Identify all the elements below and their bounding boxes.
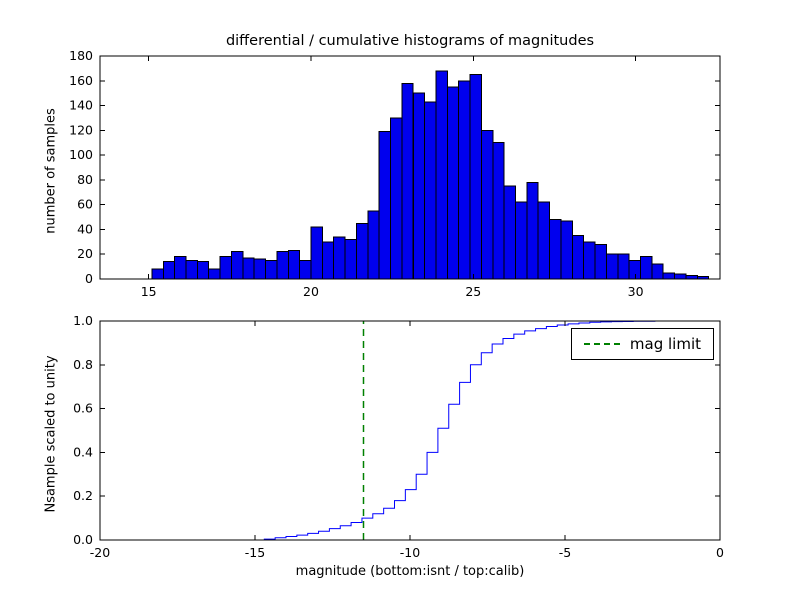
histogram-bar (219, 256, 232, 280)
y-tick-label: 20 (77, 246, 93, 261)
histogram-bar (605, 253, 619, 280)
histogram-bar (639, 256, 653, 280)
histogram-bar (401, 82, 414, 280)
histogram-bar (549, 219, 562, 280)
histogram-bar (230, 251, 244, 280)
histogram-bar (390, 117, 403, 280)
y-tick-label: 0 (85, 271, 93, 286)
cumulative-line (100, 320, 720, 541)
y-tick-label: 80 (77, 172, 93, 187)
x-tick-label: -20 (90, 545, 110, 560)
histogram-bar (412, 92, 426, 280)
histogram-bar (367, 210, 380, 280)
histogram-bar (628, 259, 641, 280)
histogram-bar (515, 201, 528, 280)
histogram-bar (685, 274, 698, 280)
y-tick-label: 40 (77, 221, 93, 236)
histogram-bar (617, 253, 630, 280)
histogram-bar (662, 272, 676, 280)
y-tick-label: 0.4 (73, 444, 93, 459)
y-tick-label: 0.6 (73, 401, 93, 416)
y-tick-label: 120 (69, 122, 93, 137)
histogram-bar (174, 256, 187, 280)
y-tick-label: 0.0 (73, 532, 93, 547)
histogram-bar (560, 220, 573, 280)
histogram-bar (583, 241, 596, 280)
histogram-bar (276, 251, 289, 280)
y-tick-label: 160 (69, 73, 93, 88)
histogram-bar (253, 258, 267, 280)
histogram-bar (185, 259, 198, 280)
y-tick-label: 0.2 (73, 488, 93, 503)
x-tick-label: 15 (141, 284, 157, 299)
histogram-bar (537, 201, 551, 280)
histogram-bar (435, 70, 448, 280)
histogram-bar (162, 261, 176, 280)
x-tick-label: 0 (716, 545, 724, 560)
histogram-bar (265, 259, 278, 280)
legend-label: mag limit (629, 335, 701, 353)
histogram-bar (310, 226, 323, 280)
histogram-bar (344, 238, 357, 280)
y-tick-label: 180 (69, 48, 93, 63)
histogram-bar (480, 129, 494, 280)
histogram-bar (458, 80, 471, 280)
histogram-bar (651, 263, 664, 280)
x-tick-label: -15 (245, 545, 265, 560)
histogram-bar (674, 273, 687, 280)
x-tick-label: -5 (559, 545, 571, 560)
histogram-bar (492, 142, 505, 280)
histogram-bar (503, 185, 517, 280)
y-tick-label: 1.0 (73, 313, 93, 328)
x-tick-label: 20 (303, 284, 319, 299)
histogram-bar (242, 257, 255, 280)
histogram-bar (526, 181, 539, 280)
histogram-bar (208, 268, 221, 280)
histogram-bar (571, 235, 585, 280)
axes-frame (99, 320, 721, 541)
histogram-bar (196, 261, 210, 280)
y-tick-label: 140 (69, 98, 93, 113)
x-tick-label: 30 (628, 284, 644, 299)
x-tick-label: 25 (465, 284, 481, 299)
histogram-bar (333, 236, 346, 280)
legend-dashed-line-icon (583, 343, 620, 345)
histogram-bar (594, 243, 607, 280)
histogram-bar (469, 74, 482, 280)
histogram-bar (299, 259, 312, 280)
chart-title: differential / cumulative histograms of … (225, 33, 595, 49)
bottom-y-axis-label: Nsample scaled to unity (43, 355, 59, 513)
histogram-bar (378, 131, 392, 280)
x-axis-label: magnitude (bottom:isnt / top:calib) (295, 564, 525, 579)
histogram-bar (151, 268, 164, 280)
y-tick-label: 0.8 (73, 357, 93, 372)
axes-frame (99, 55, 721, 280)
y-tick-label: 60 (77, 197, 93, 212)
histogram-bar (287, 250, 301, 280)
legend: mag limit (570, 328, 714, 360)
y-tick-label: 100 (69, 147, 93, 162)
histogram-bar (446, 86, 460, 280)
histogram-bar (355, 222, 369, 280)
x-tick-label: -10 (400, 545, 420, 560)
top-y-axis-label: number of samples (43, 108, 59, 234)
histogram-bar (424, 101, 437, 280)
histogram-bar (321, 241, 335, 280)
